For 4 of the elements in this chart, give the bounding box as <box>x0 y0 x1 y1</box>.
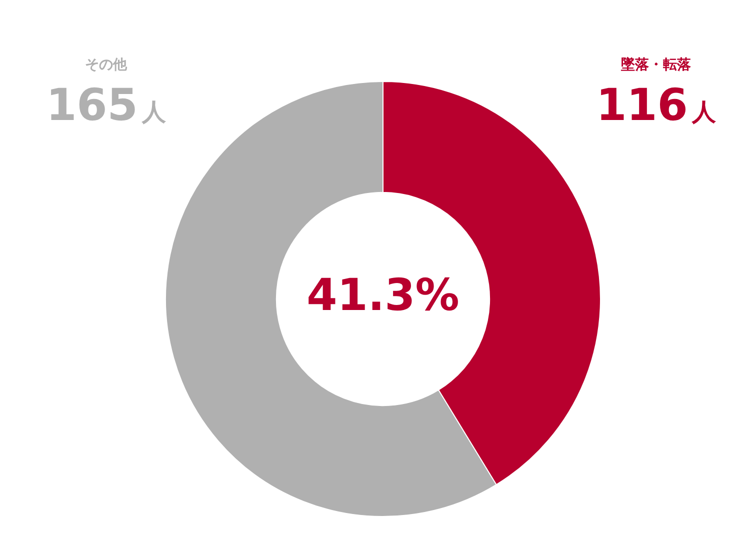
slice-label: 墜落・転落 <box>620 56 692 74</box>
data-label: 116人 <box>596 80 716 131</box>
text: 41.3% <box>306 270 460 321</box>
slice-label: その他 <box>84 56 128 74</box>
